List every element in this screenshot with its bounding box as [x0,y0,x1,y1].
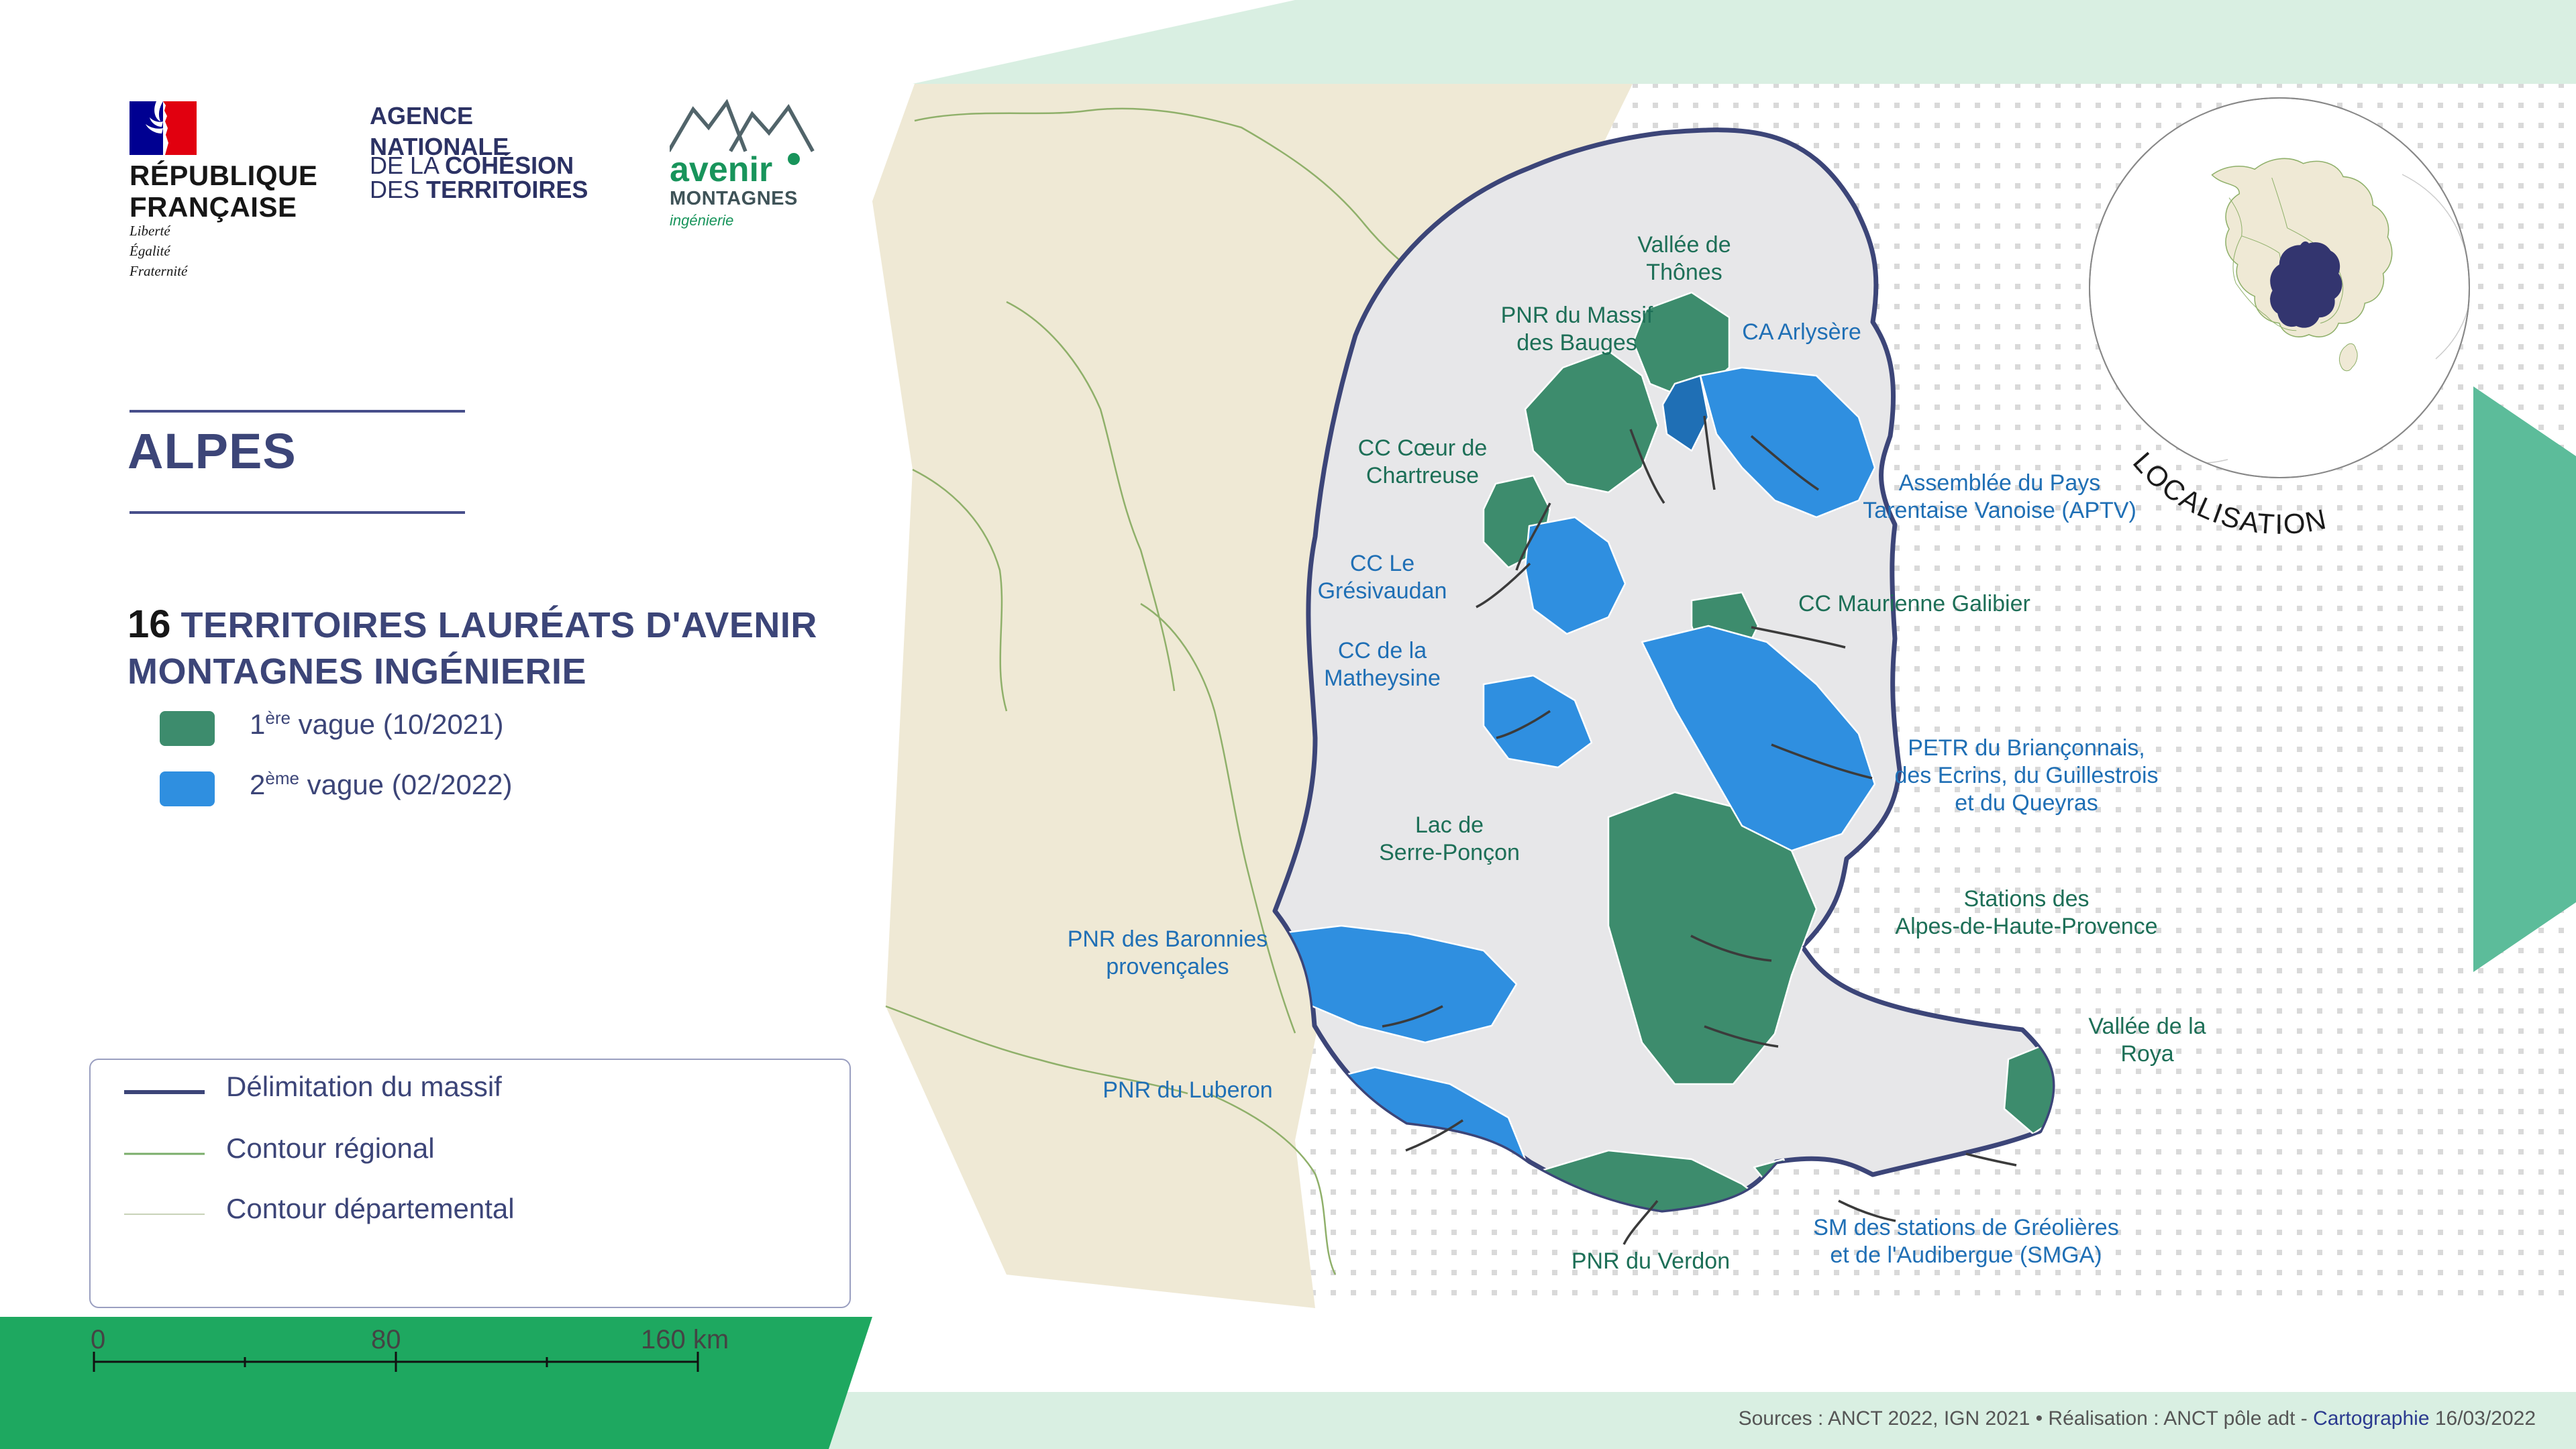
svg-text:0: 0 [91,1325,105,1354]
svg-text:160 km: 160 km [641,1325,729,1354]
svg-text:80: 80 [371,1325,401,1354]
